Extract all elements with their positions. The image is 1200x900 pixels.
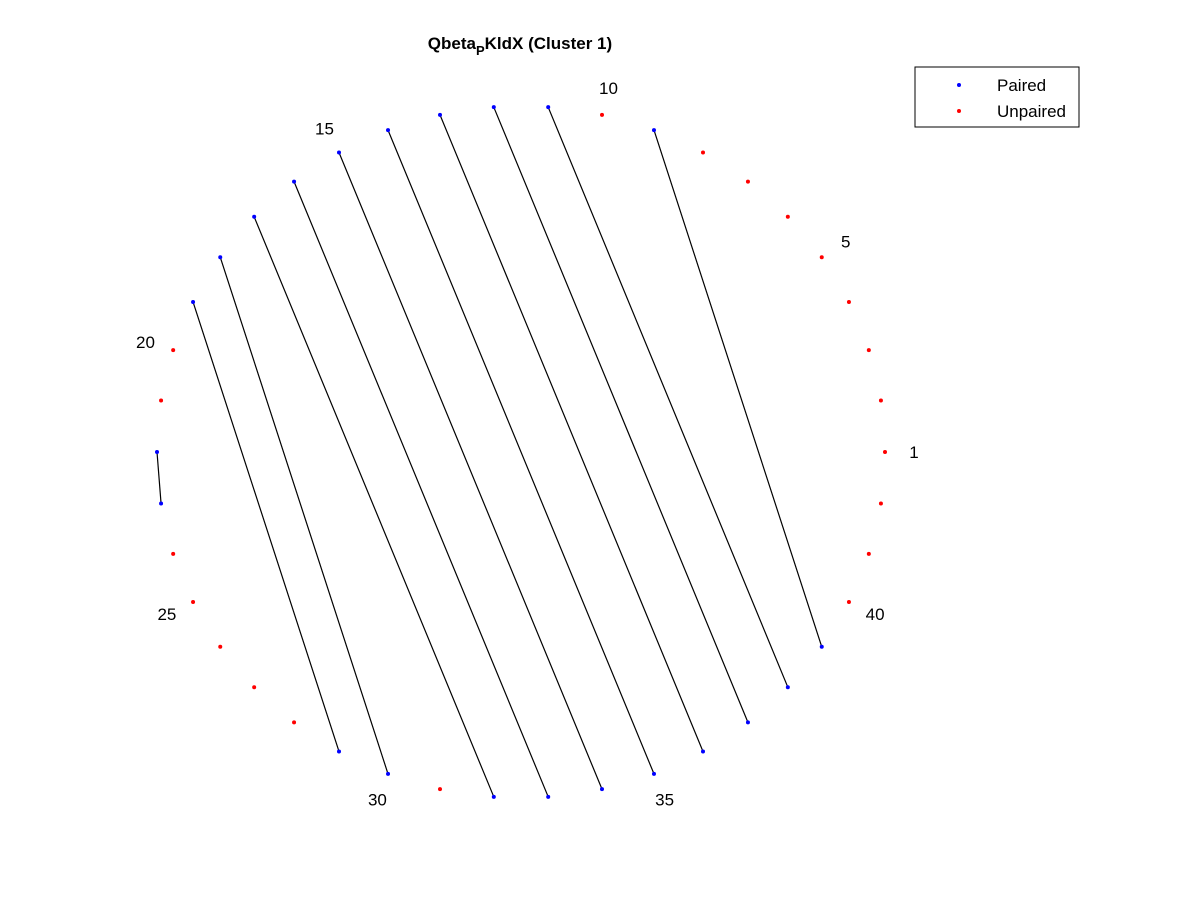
legend-label-unpaired: Unpaired xyxy=(997,102,1066,121)
position-point-10 xyxy=(599,112,604,117)
position-point-32 xyxy=(491,794,496,799)
position-point-22 xyxy=(155,450,159,454)
legend-marker-paired xyxy=(957,83,961,87)
position-point-20 xyxy=(171,348,176,353)
position-point-31 xyxy=(438,787,443,792)
position-point-2 xyxy=(878,398,883,403)
position-point-27 xyxy=(252,685,257,690)
position-point-18 xyxy=(218,255,223,260)
position-point-9 xyxy=(651,128,656,133)
position-point-12 xyxy=(491,105,496,110)
position-label-5: 5 xyxy=(841,233,850,252)
position-label-35: 35 xyxy=(655,791,674,810)
position-point-4 xyxy=(846,299,851,304)
position-point-1 xyxy=(883,450,887,454)
pair-line-9-39 xyxy=(653,129,823,647)
chart-title: QbetaPKldX (Cluster 1) xyxy=(428,34,612,58)
position-point-30 xyxy=(386,771,391,776)
pair-line-17-32 xyxy=(253,216,495,798)
position-point-37 xyxy=(745,720,750,725)
position-point-6 xyxy=(785,214,790,219)
position-point-8 xyxy=(701,150,705,155)
position-point-26 xyxy=(218,644,223,649)
pair-line-15-34 xyxy=(338,152,603,790)
position-point-42 xyxy=(878,501,883,506)
chart-title-main: Qbeta xyxy=(428,34,477,53)
position-point-28 xyxy=(292,720,297,725)
position-label-10: 10 xyxy=(599,79,618,98)
position-point-33 xyxy=(546,794,551,799)
pair-line-16-33 xyxy=(293,181,549,798)
pair-line-11-38 xyxy=(547,106,789,688)
position-point-21 xyxy=(159,398,164,403)
position-point-40 xyxy=(846,600,851,605)
pair-line-14-35 xyxy=(387,129,655,775)
pair-line-18-30 xyxy=(219,257,389,775)
pair-line-19-29 xyxy=(192,301,340,752)
position-point-36 xyxy=(701,749,705,754)
legend-marker-unpaired xyxy=(957,109,961,113)
chart-title-subscript: P xyxy=(476,43,485,58)
position-label-40: 40 xyxy=(866,605,885,624)
position-label-25: 25 xyxy=(157,605,176,624)
position-label-15: 15 xyxy=(315,120,334,139)
position-point-3 xyxy=(866,348,871,353)
position-point-7 xyxy=(745,179,750,184)
position-point-11 xyxy=(546,105,551,110)
position-point-25 xyxy=(191,600,196,605)
chart-title-rest: KldX (Cluster 1) xyxy=(485,34,613,53)
position-point-24 xyxy=(171,551,176,556)
pair-lines xyxy=(156,106,823,798)
position-label-1: 1 xyxy=(909,443,918,462)
position-point-23 xyxy=(159,501,164,506)
position-point-15 xyxy=(337,150,341,155)
position-label-20: 20 xyxy=(136,333,155,352)
position-point-35 xyxy=(651,771,656,776)
position-label-30: 30 xyxy=(368,791,387,810)
position-point-16 xyxy=(292,179,297,184)
position-point-19 xyxy=(191,299,196,304)
legend: Paired Unpaired xyxy=(914,66,1080,128)
legend-box xyxy=(914,66,1080,128)
position-points xyxy=(155,105,887,799)
position-point-34 xyxy=(599,787,604,792)
pair-line-22-23 xyxy=(156,451,162,504)
pair-line-13-36 xyxy=(439,114,704,752)
position-point-17 xyxy=(252,214,257,219)
position-point-13 xyxy=(438,112,443,117)
position-point-38 xyxy=(785,685,790,690)
position-point-41 xyxy=(866,551,871,556)
position-point-39 xyxy=(819,644,824,649)
position-point-29 xyxy=(337,749,341,754)
position-point-5 xyxy=(819,255,824,260)
pair-line-12-37 xyxy=(493,106,749,723)
position-point-14 xyxy=(386,128,391,133)
legend-label-paired: Paired xyxy=(997,76,1046,95)
